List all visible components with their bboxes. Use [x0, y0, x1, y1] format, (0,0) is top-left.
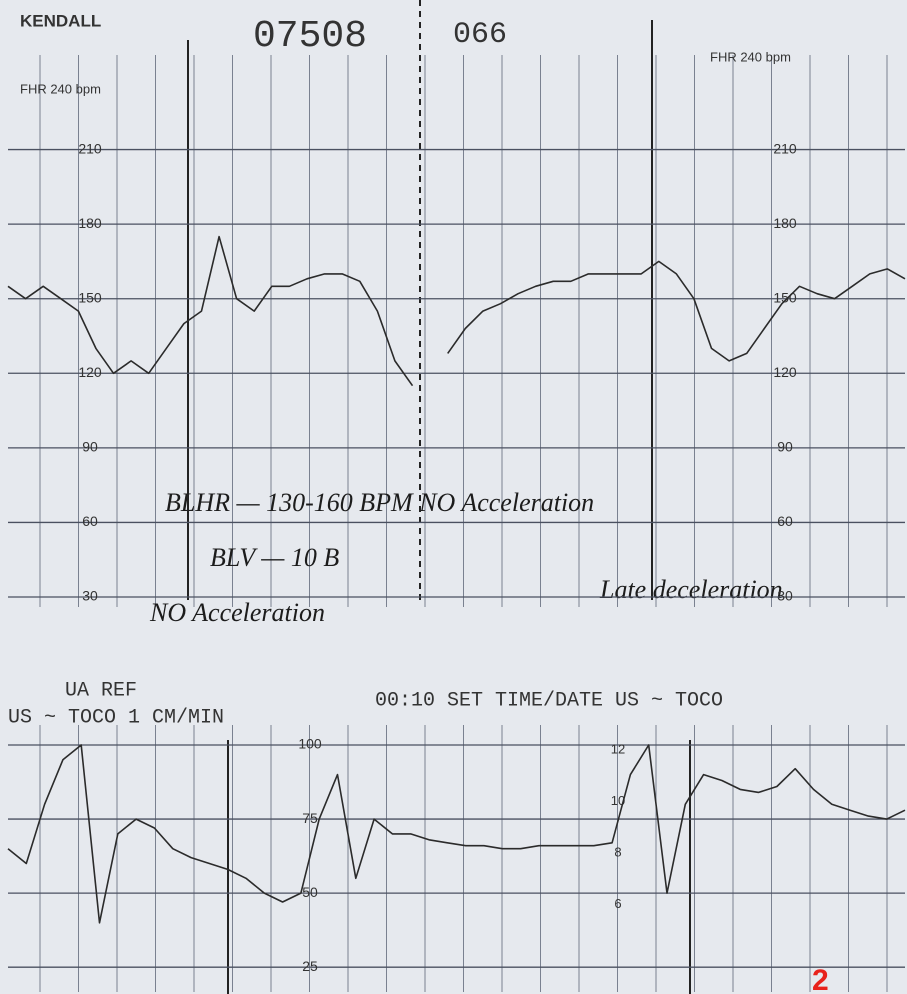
y-tick-label: 30 [777, 588, 793, 604]
annotation: Late deceleration [599, 575, 783, 604]
trace [8, 237, 905, 386]
y-tick-label: 90 [82, 439, 98, 455]
brand: KENDALL [20, 11, 101, 30]
panel-label: 00:10 SET TIME/DATE US ~ TOCO [375, 689, 723, 712]
y-tick-label: 60 [82, 513, 98, 529]
code-right: 066 [453, 18, 507, 52]
y2-tick-label: 8 [614, 845, 621, 860]
ctg-strip: KENDALL 07508 066 FHR 240 bpm FHR 240 bp… [0, 0, 907, 994]
y-tick-label: 50 [302, 884, 318, 900]
panel-label: UA REF [65, 679, 137, 702]
y-tick-label: 60 [777, 513, 793, 529]
y-tick-label: 100 [298, 736, 322, 752]
annotation: NO Acceleration [149, 598, 325, 627]
annotation: BLV — 10 B [210, 543, 339, 572]
page-number: 2 [812, 964, 829, 994]
panel-label: US ~ TOCO 1 CM/MIN [8, 706, 224, 729]
y-tick-label: 120 [78, 364, 102, 380]
y-tick-label: 210 [773, 140, 797, 156]
annotation: BLHR — 130-160 BPM NO Acceleration [165, 488, 594, 517]
y-label-right: FHR 240 bpm [710, 49, 791, 64]
y-tick-label: 25 [302, 958, 318, 974]
y-tick-label: 180 [78, 215, 102, 231]
y-label-left: FHR 240 bpm [20, 81, 101, 96]
y-tick-label: 30 [82, 588, 98, 604]
y-tick-label: 150 [78, 289, 102, 305]
y2-tick-label: 6 [614, 896, 621, 911]
y2-tick-label: 12 [611, 742, 625, 757]
y-tick-label: 90 [777, 439, 793, 455]
code-left: 07508 [253, 15, 367, 58]
trace [8, 745, 905, 923]
y-tick-label: 210 [78, 140, 102, 156]
y-tick-label: 120 [773, 364, 797, 380]
y-tick-label: 180 [773, 215, 797, 231]
y-tick-label: 75 [302, 810, 318, 826]
